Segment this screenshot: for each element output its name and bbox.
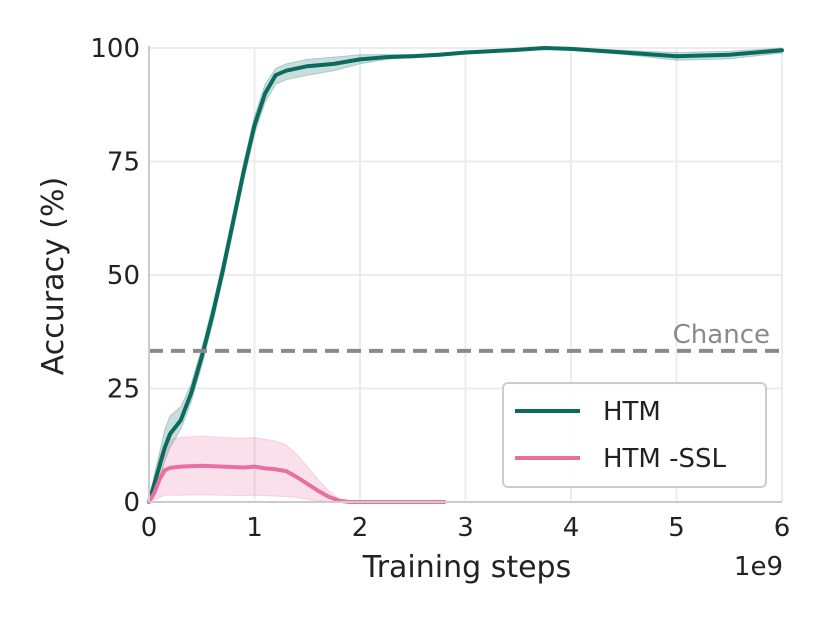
x-tick-label: 5	[668, 513, 685, 543]
chance-label: Chance	[673, 320, 770, 350]
y-tick-label: 100	[90, 34, 140, 64]
x-axis-title: Training steps	[362, 550, 571, 585]
legend-label-htm-ssl: HTM -SSL	[603, 444, 727, 474]
chance-reference: Chance	[149, 320, 782, 353]
x-tick-label: 2	[352, 513, 369, 543]
legend-label-htm: HTM	[603, 397, 661, 427]
x-tick-label: 0	[141, 513, 158, 543]
x-tick-labels: 0 1 2 3 4 5 6	[141, 513, 791, 543]
x-tick-label: 1	[246, 513, 263, 543]
x-offset-label: 1e9	[734, 552, 783, 582]
series-line-0	[147, 46, 784, 504]
axes	[148, 46, 782, 503]
y-tick-label: 0	[123, 488, 140, 518]
y-tick-label: 25	[107, 375, 140, 405]
x-tick-label: 4	[563, 513, 580, 543]
legend: HTM HTM -SSL	[502, 382, 767, 488]
y-tick-labels: 0 25 50 75 100	[90, 34, 140, 518]
y-axis-title: Accuracy (%)	[36, 177, 71, 375]
x-tick-label: 3	[457, 513, 474, 543]
series-band-1	[148, 435, 445, 503]
y-tick-label: 50	[107, 261, 140, 291]
y-tick-label: 75	[107, 148, 140, 178]
x-tick-label: 6	[774, 513, 791, 543]
